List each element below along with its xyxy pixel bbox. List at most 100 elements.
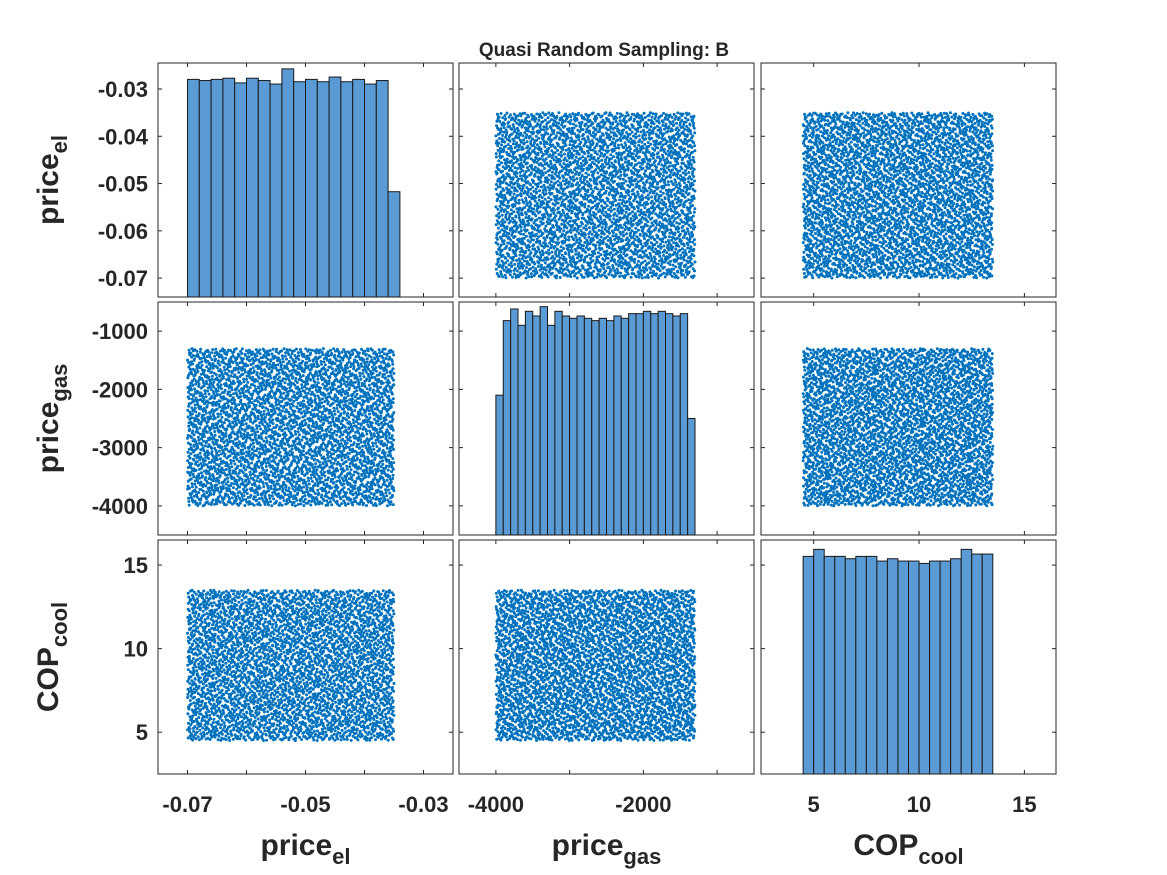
histogram-bar <box>598 317 607 536</box>
histogram-bar <box>813 548 825 775</box>
histogram-bar <box>672 315 681 536</box>
scatter-points <box>801 111 995 280</box>
x-axis-label-price_el: priceel <box>260 829 350 869</box>
histogram-bar <box>305 78 318 298</box>
x-tick-label: -2000 <box>615 792 671 817</box>
x-tick-label: -0.07 <box>162 792 212 817</box>
histogram-bar <box>517 324 526 536</box>
histogram-bar <box>876 560 888 775</box>
y-tick-label: -4000 <box>92 494 148 519</box>
y-axis-label-subscript: gas <box>47 364 72 402</box>
panel-cop_cool-vs-cop_cool <box>760 539 1057 775</box>
x-tick-label: -4000 <box>468 792 524 817</box>
histogram-bar <box>865 555 878 775</box>
histogram-bar <box>613 315 622 536</box>
scatter-points <box>186 588 396 743</box>
histogram-bar <box>246 77 259 298</box>
panel-cop_cool-vs-price_el <box>157 539 454 775</box>
histogram-bar <box>886 558 899 775</box>
panel-price_gas-vs-price_gas <box>458 301 755 536</box>
histogram-bar <box>583 317 593 536</box>
histogram-bar <box>561 315 571 536</box>
y-axis-label-price_gas: pricegas <box>32 364 72 474</box>
histogram-bar <box>281 68 295 298</box>
x-axis-label-subscript: cool <box>918 844 963 869</box>
histogram-bar <box>628 313 637 536</box>
x-axis-label-subscript: gas <box>623 844 661 869</box>
panel-price_el-vs-price_el <box>157 62 454 298</box>
y-axis-label-main: price <box>32 153 65 225</box>
x-axis-label-main: COP <box>853 829 918 862</box>
histogram-bar <box>547 324 556 536</box>
panel-price_gas-vs-cop_cool <box>760 301 1057 536</box>
histogram-bar <box>387 191 401 298</box>
histogram-bar <box>960 548 973 775</box>
row-axes: -0.07-0.06-0.05-0.04-0.03priceel-4000-30… <box>32 77 149 745</box>
x-axis-label-subscript: el <box>332 844 350 869</box>
y-tick-label: -0.07 <box>98 266 148 291</box>
y-tick-label: -0.06 <box>98 219 148 244</box>
histogram-bar <box>328 76 342 298</box>
histogram-bar <box>352 78 366 298</box>
x-axis-label-main: price <box>260 829 332 862</box>
scatter-points <box>494 588 697 742</box>
histogram-bar <box>971 553 983 775</box>
y-axis-label-main: price <box>32 402 65 474</box>
histogram-bar <box>855 555 867 775</box>
y-axis-label-subscript: cool <box>47 602 72 647</box>
histogram-bar <box>576 315 585 536</box>
histogram-bar <box>981 553 994 775</box>
panels <box>157 62 1057 775</box>
y-axis-label-main: COP <box>32 647 65 712</box>
histogram-bar <box>340 81 354 298</box>
histogram-bar <box>539 306 548 536</box>
histogram-bar <box>679 313 689 536</box>
scatter-points <box>801 347 995 508</box>
histogram-bar <box>591 320 600 536</box>
histogram-bar <box>620 317 630 536</box>
histogram-bar <box>495 394 504 536</box>
histogram-bar <box>532 315 541 536</box>
histogram-bar <box>569 317 578 536</box>
histogram-bar <box>510 308 519 536</box>
histogram-bar <box>650 313 659 536</box>
histogram-bar <box>657 310 666 536</box>
y-tick-label: -0.04 <box>98 124 149 149</box>
histogram-bar <box>642 310 652 536</box>
histogram-bar <box>554 310 563 536</box>
x-tick-label: 10 <box>907 792 931 817</box>
histogram-bar <box>929 560 941 775</box>
histogram-bar <box>635 313 644 536</box>
histogram-bar <box>502 320 512 536</box>
panel-price_el-vs-cop_cool <box>760 62 1057 298</box>
histogram-bar <box>187 78 200 298</box>
y-tick-label: -1000 <box>92 319 148 344</box>
y-tick-label: -0.03 <box>98 77 148 102</box>
y-tick-label: -0.05 <box>98 172 148 197</box>
histogram-bar <box>665 313 674 536</box>
x-tick-label: -0.03 <box>398 792 448 817</box>
y-tick-label: 15 <box>124 553 148 578</box>
histogram-bar <box>269 83 283 298</box>
x-axis-label-price_gas: pricegas <box>552 829 662 869</box>
x-tick-label: -0.05 <box>280 792 330 817</box>
scatter-points <box>186 347 396 508</box>
panel-price_gas-vs-price_el <box>157 301 454 536</box>
histogram-bar <box>316 81 330 298</box>
y-axis-label-cop_cool: COPcool <box>32 602 72 712</box>
y-tick-label: -2000 <box>92 377 148 402</box>
x-axis-label-main: price <box>552 829 624 862</box>
histogram-bar <box>802 555 815 775</box>
histogram-bar <box>210 78 224 298</box>
histogram-bar <box>897 560 910 775</box>
x-axis-label-cop_cool: COPcool <box>853 829 963 869</box>
histogram-bar <box>364 83 377 298</box>
histogram-bar <box>198 80 212 298</box>
histogram-bar <box>844 558 857 775</box>
histogram-bar <box>234 82 247 298</box>
histogram-bar <box>950 558 962 775</box>
scatter-points <box>494 111 697 280</box>
histogram-bar <box>834 555 846 775</box>
y-axis-label-subscript: el <box>47 135 72 153</box>
